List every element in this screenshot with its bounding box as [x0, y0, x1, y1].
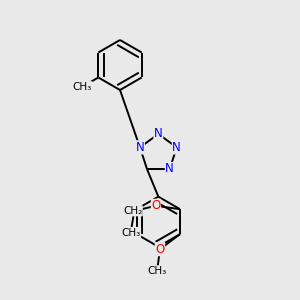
Text: N: N	[154, 128, 163, 140]
Text: N: N	[136, 141, 144, 154]
Text: CH₃: CH₃	[148, 266, 167, 276]
Text: O: O	[152, 199, 160, 212]
Text: CH₂: CH₂	[123, 206, 142, 216]
Text: N: N	[165, 163, 174, 176]
Text: O: O	[155, 243, 165, 256]
Text: CH₃: CH₃	[122, 227, 141, 238]
Text: N: N	[172, 141, 181, 154]
Text: CH₃: CH₃	[73, 82, 92, 92]
